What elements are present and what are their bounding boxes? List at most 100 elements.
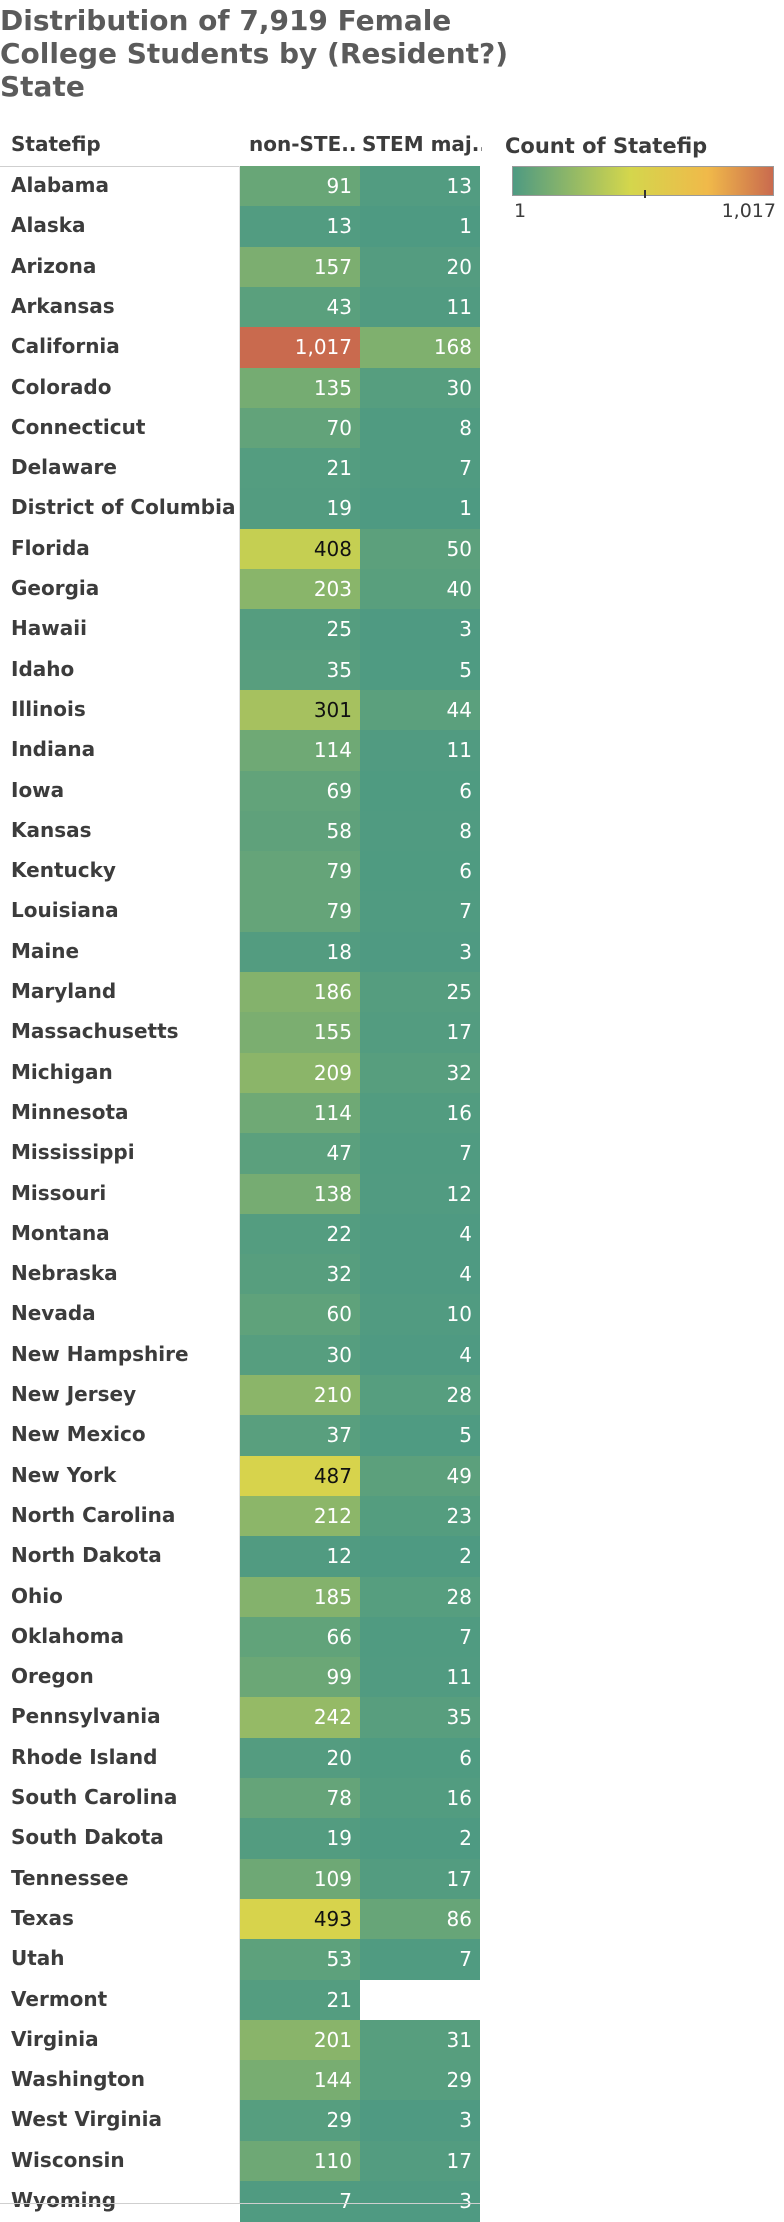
cell-non-stem[interactable]: 79 xyxy=(240,891,360,933)
cell-non-stem[interactable]: 25 xyxy=(240,609,360,651)
cell-non-stem[interactable]: 47 xyxy=(240,1133,360,1175)
cell-non-stem[interactable]: 242 xyxy=(240,1697,360,1739)
cell-non-stem[interactable]: 30 xyxy=(240,1334,360,1376)
cell-stem[interactable]: 23 xyxy=(360,1495,480,1537)
cell-non-stem[interactable]: 135 xyxy=(240,367,360,409)
cell-stem[interactable]: 3 xyxy=(360,2181,480,2222)
cell-non-stem[interactable]: 37 xyxy=(240,1415,360,1457)
cell-non-stem[interactable]: 29 xyxy=(240,2100,360,2142)
cell-stem[interactable]: 16 xyxy=(360,1092,480,1134)
cell-non-stem[interactable]: 19 xyxy=(240,488,360,530)
column-header-non-stem[interactable]: non-STE.. xyxy=(249,132,357,156)
cell-stem[interactable]: 17 xyxy=(360,2140,480,2182)
cell-stem[interactable]: 30 xyxy=(360,367,480,409)
cell-stem[interactable]: 3 xyxy=(360,609,480,651)
cell-non-stem[interactable]: 185 xyxy=(240,1576,360,1618)
cell-non-stem[interactable]: 209 xyxy=(240,1052,360,1094)
cell-non-stem[interactable]: 78 xyxy=(240,1778,360,1819)
cell-stem[interactable]: 8 xyxy=(360,407,480,449)
cell-stem[interactable]: 4 xyxy=(360,1213,480,1255)
cell-non-stem[interactable]: 19 xyxy=(240,1818,360,1860)
cell-stem[interactable]: 17 xyxy=(360,1858,480,1900)
cell-stem[interactable]: 8 xyxy=(360,810,480,852)
cell-stem[interactable]: 28 xyxy=(360,1576,480,1618)
column-header-stem[interactable]: STEM maj.. xyxy=(362,132,482,156)
cell-stem[interactable]: 5 xyxy=(360,1415,480,1457)
cell-non-stem[interactable]: 210 xyxy=(240,1375,360,1416)
cell-stem[interactable]: 5 xyxy=(360,649,480,691)
cell-non-stem[interactable]: 58 xyxy=(240,810,360,852)
cell-stem[interactable]: 2 xyxy=(360,1818,480,1860)
cell-non-stem[interactable]: 301 xyxy=(240,689,360,731)
cell-non-stem[interactable]: 110 xyxy=(240,2140,360,2182)
cell-stem[interactable]: 7 xyxy=(360,1133,480,1175)
cell-stem[interactable]: 40 xyxy=(360,569,480,610)
cell-stem[interactable]: 6 xyxy=(360,770,480,812)
cell-non-stem[interactable]: 203 xyxy=(240,569,360,610)
cell-non-stem[interactable]: 201 xyxy=(240,2019,360,2061)
cell-stem[interactable]: 49 xyxy=(360,1455,480,1497)
cell-non-stem[interactable]: 1,017 xyxy=(240,327,360,369)
cell-stem[interactable]: 13 xyxy=(360,166,480,207)
cell-non-stem[interactable]: 79 xyxy=(240,851,360,893)
row-header-statefip[interactable]: Statefip xyxy=(11,132,101,156)
cell-non-stem[interactable]: 20 xyxy=(240,1737,360,1779)
cell-non-stem[interactable]: 155 xyxy=(240,1012,360,1054)
cell-stem[interactable]: 4 xyxy=(360,1254,480,1296)
cell-non-stem[interactable]: 114 xyxy=(240,730,360,772)
cell-non-stem[interactable]: 35 xyxy=(240,649,360,691)
cell-non-stem[interactable]: 144 xyxy=(240,2060,360,2102)
cell-non-stem[interactable]: 157 xyxy=(240,246,360,288)
cell-non-stem[interactable]: 22 xyxy=(240,1213,360,1255)
cell-stem[interactable]: 10 xyxy=(360,1294,480,1336)
cell-non-stem[interactable]: 53 xyxy=(240,1939,360,1981)
cell-non-stem[interactable]: 138 xyxy=(240,1173,360,1215)
cell-stem[interactable]: 44 xyxy=(360,689,480,731)
cell-stem[interactable]: 17 xyxy=(360,1012,480,1054)
cell-non-stem[interactable]: 91 xyxy=(240,166,360,207)
cell-stem[interactable]: 168 xyxy=(360,327,480,369)
cell-non-stem[interactable]: 70 xyxy=(240,407,360,449)
cell-stem[interactable]: 11 xyxy=(360,1657,480,1699)
cell-non-stem[interactable]: 13 xyxy=(240,206,360,248)
cell-non-stem[interactable]: 66 xyxy=(240,1616,360,1658)
cell-non-stem[interactable]: 114 xyxy=(240,1092,360,1134)
cell-stem[interactable]: 1 xyxy=(360,206,480,248)
cell-stem[interactable]: 11 xyxy=(360,730,480,772)
cell-stem[interactable]: 6 xyxy=(360,1737,480,1779)
cell-stem[interactable]: 28 xyxy=(360,1375,480,1416)
cell-stem[interactable]: 25 xyxy=(360,972,480,1013)
cell-non-stem[interactable]: 408 xyxy=(240,528,360,570)
cell-stem[interactable]: 32 xyxy=(360,1052,480,1094)
cell-stem[interactable]: 7 xyxy=(360,891,480,933)
cell-stem[interactable]: 86 xyxy=(360,1898,480,1940)
cell-stem[interactable]: 1 xyxy=(360,488,480,530)
cell-stem[interactable]: 31 xyxy=(360,2019,480,2061)
cell-stem[interactable]: 16 xyxy=(360,1778,480,1819)
cell-stem[interactable]: 35 xyxy=(360,1697,480,1739)
cell-non-stem[interactable]: 21 xyxy=(240,1979,360,2021)
cell-non-stem[interactable]: 487 xyxy=(240,1455,360,1497)
cell-non-stem[interactable]: 186 xyxy=(240,972,360,1013)
cell-stem[interactable]: 12 xyxy=(360,1173,480,1215)
cell-stem[interactable]: 7 xyxy=(360,1616,480,1658)
cell-stem[interactable]: 4 xyxy=(360,1334,480,1376)
cell-non-stem[interactable]: 12 xyxy=(240,1536,360,1578)
cell-non-stem[interactable]: 18 xyxy=(240,931,360,973)
cell-non-stem[interactable]: 69 xyxy=(240,770,360,812)
cell-stem[interactable]: 3 xyxy=(360,2100,480,2142)
cell-non-stem[interactable]: 32 xyxy=(240,1254,360,1296)
cell-stem[interactable]: 2 xyxy=(360,1536,480,1578)
cell-non-stem[interactable]: 493 xyxy=(240,1898,360,1940)
cell-non-stem[interactable]: 21 xyxy=(240,448,360,490)
cell-non-stem[interactable]: 212 xyxy=(240,1495,360,1537)
cell-stem[interactable]: 6 xyxy=(360,851,480,893)
cell-non-stem[interactable]: 43 xyxy=(240,286,360,328)
cell-non-stem[interactable]: 99 xyxy=(240,1657,360,1699)
cell-stem[interactable]: 7 xyxy=(360,448,480,490)
cell-stem[interactable]: 29 xyxy=(360,2060,480,2102)
cell-non-stem[interactable]: 109 xyxy=(240,1858,360,1900)
cell-stem[interactable]: 3 xyxy=(360,931,480,973)
cell-non-stem[interactable]: 7 xyxy=(240,2181,360,2222)
cell-non-stem[interactable]: 60 xyxy=(240,1294,360,1336)
